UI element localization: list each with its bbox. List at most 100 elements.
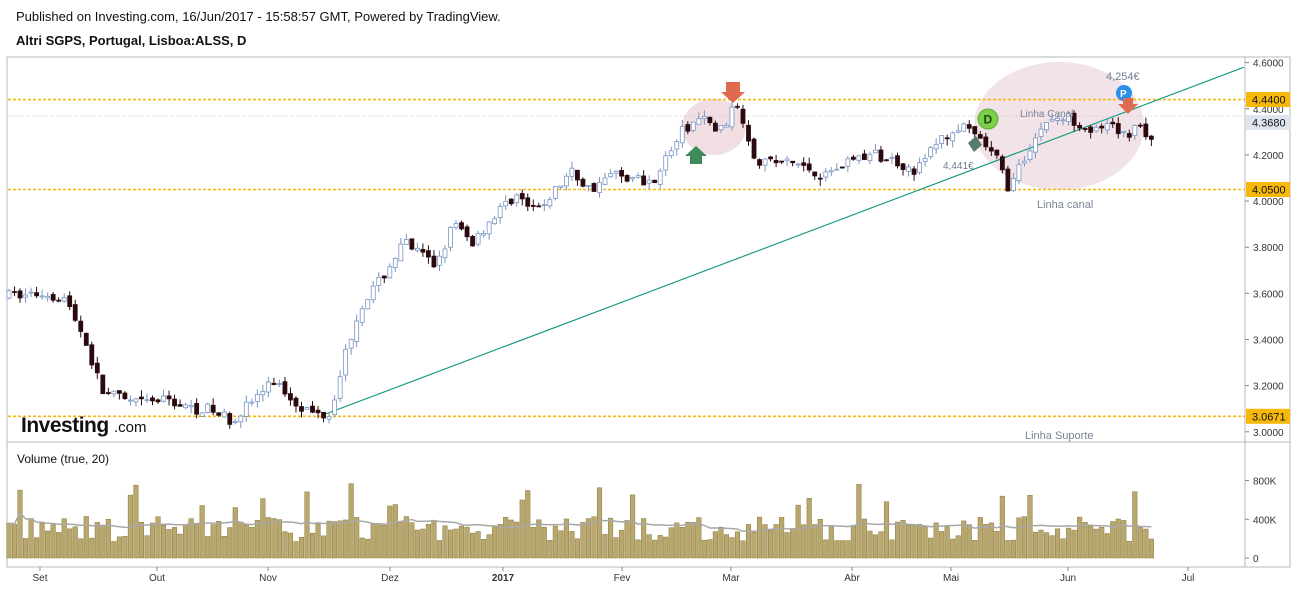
candle-body bbox=[746, 124, 751, 142]
linha-canal-small-label: Linha Canal bbox=[1020, 109, 1073, 120]
candle-body bbox=[1038, 128, 1044, 137]
volume-bar bbox=[933, 522, 939, 559]
candle-body bbox=[221, 411, 227, 418]
candle-body bbox=[657, 170, 663, 185]
candle-body bbox=[834, 168, 840, 171]
volume-bar bbox=[414, 529, 420, 559]
volume-bar bbox=[183, 524, 189, 559]
candle-body bbox=[161, 395, 166, 402]
candle-body bbox=[977, 134, 983, 139]
volume-bar bbox=[845, 540, 851, 559]
volume-bar bbox=[309, 532, 316, 559]
candle-body bbox=[1115, 123, 1121, 135]
candle-body bbox=[426, 250, 431, 258]
candle-body bbox=[806, 163, 812, 171]
volume-tick-label: 400K bbox=[1253, 515, 1277, 526]
volume-bar bbox=[690, 522, 696, 559]
candle-body bbox=[994, 149, 1000, 156]
candle-body bbox=[619, 169, 624, 177]
volume-bar bbox=[497, 524, 503, 559]
volume-bar bbox=[1038, 529, 1044, 559]
candle-body bbox=[1011, 178, 1016, 192]
candles bbox=[6, 101, 1154, 429]
volume-bar bbox=[950, 538, 956, 559]
candle-body bbox=[999, 156, 1005, 171]
volume-bar bbox=[1071, 529, 1077, 559]
candle-body bbox=[823, 171, 829, 178]
candle-body bbox=[243, 401, 249, 417]
volume-bar bbox=[1077, 516, 1083, 559]
candle-body bbox=[105, 392, 111, 394]
volume-ma-line bbox=[8, 511, 1152, 533]
volume-bar bbox=[613, 537, 619, 559]
candle-body bbox=[503, 200, 509, 207]
volume-bar bbox=[619, 530, 625, 559]
chart-frame bbox=[6, 56, 1291, 568]
x-tick-label: Out bbox=[149, 573, 165, 584]
candle-body bbox=[575, 169, 580, 181]
candle-body bbox=[862, 153, 867, 160]
candle-body bbox=[100, 374, 106, 395]
candle-body bbox=[790, 160, 796, 164]
volume-bar bbox=[867, 530, 873, 559]
volume-bar bbox=[210, 524, 216, 559]
volume-bar bbox=[503, 516, 509, 559]
candle-body bbox=[850, 156, 856, 160]
volume-bar bbox=[856, 484, 862, 559]
candle-body bbox=[89, 344, 95, 366]
candle-body bbox=[238, 415, 244, 423]
volume-panel-label: Volume (true, 20) bbox=[17, 452, 109, 466]
candle-body bbox=[933, 143, 939, 150]
volume-bar bbox=[1110, 521, 1116, 559]
volume-bar bbox=[734, 531, 741, 559]
volume-bar bbox=[1148, 538, 1154, 559]
d-badge-label: D bbox=[984, 113, 993, 127]
candle-body bbox=[735, 105, 740, 108]
volume-bar bbox=[337, 520, 343, 559]
volume-bar bbox=[61, 518, 67, 559]
linha-suporte-label: Linha Suporte bbox=[1025, 430, 1094, 442]
volume-bar bbox=[122, 536, 128, 559]
candle-body bbox=[547, 199, 553, 207]
candle-body bbox=[884, 159, 889, 162]
volume-bar bbox=[381, 525, 387, 559]
y-tick-label: 4.0000 bbox=[1253, 197, 1284, 208]
p-badge-icon[interactable] bbox=[1116, 85, 1132, 101]
candle-body bbox=[652, 179, 658, 184]
candle-body bbox=[530, 204, 536, 207]
volume-bar bbox=[900, 520, 906, 559]
candle-body bbox=[519, 193, 525, 200]
volume-bar bbox=[745, 524, 752, 559]
candle-body bbox=[260, 390, 266, 396]
candle-body bbox=[751, 138, 757, 159]
y-tick-label: 3.4000 bbox=[1253, 335, 1284, 346]
x-tick-label: Jun bbox=[1060, 573, 1076, 584]
volume-bar bbox=[354, 517, 360, 559]
volume-bar bbox=[492, 526, 498, 559]
d-badge-icon[interactable] bbox=[977, 108, 999, 130]
candle-body bbox=[437, 255, 442, 266]
candle-body bbox=[679, 125, 685, 144]
volume-bar bbox=[260, 498, 266, 559]
y-tick-label: 3.2000 bbox=[1253, 382, 1284, 393]
candle-body bbox=[61, 297, 67, 302]
candle-body bbox=[895, 155, 900, 167]
volume-bar bbox=[701, 539, 707, 559]
candle-body bbox=[133, 398, 139, 403]
candle-body bbox=[878, 149, 884, 162]
candle-body bbox=[558, 185, 564, 188]
candle-body bbox=[282, 381, 288, 395]
candle-body bbox=[166, 395, 172, 400]
candle-body bbox=[729, 106, 735, 128]
volume-bar bbox=[961, 520, 967, 559]
volume-tick-label: 0 bbox=[1253, 554, 1259, 565]
candle-body bbox=[194, 403, 200, 415]
candle-body bbox=[17, 290, 23, 299]
candle-body bbox=[188, 405, 194, 408]
volume-bar bbox=[828, 525, 834, 559]
candle-body bbox=[856, 155, 862, 161]
volume-bar bbox=[872, 534, 878, 559]
candle-body bbox=[464, 226, 470, 238]
x-tick-label: Abr bbox=[844, 573, 860, 584]
